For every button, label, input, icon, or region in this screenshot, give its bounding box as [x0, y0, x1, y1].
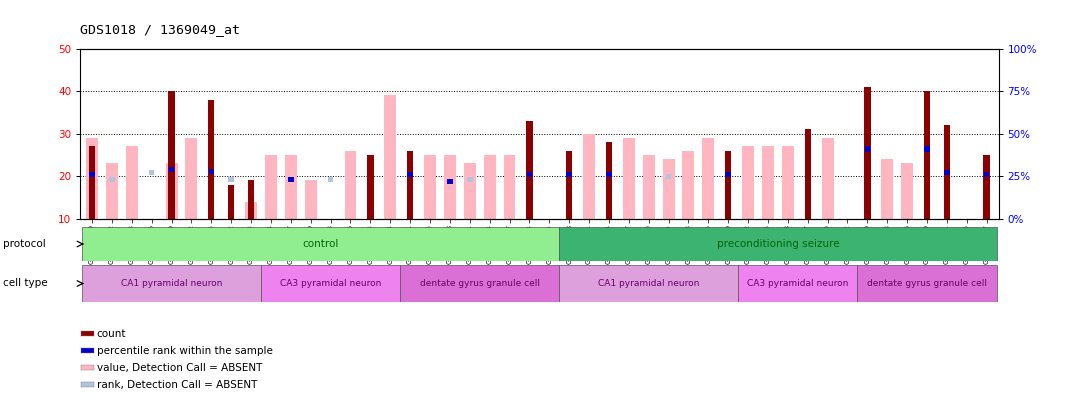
Bar [725, 151, 732, 219]
Bar [662, 159, 675, 219]
Bar [384, 96, 396, 219]
Bar [805, 179, 811, 184]
Text: value, Detection Call = ABSENT: value, Detection Call = ABSENT [96, 363, 262, 373]
Bar [407, 172, 413, 177]
Bar [566, 151, 572, 219]
Text: rank, Detection Call = ABSENT: rank, Detection Call = ABSENT [96, 380, 257, 390]
Bar [229, 177, 234, 182]
Bar [166, 163, 177, 219]
Bar [944, 170, 949, 175]
Bar [261, 265, 400, 302]
Bar [444, 155, 456, 219]
Text: CA1 pyramidal neuron: CA1 pyramidal neuron [121, 279, 222, 288]
Bar [328, 177, 333, 182]
Bar [682, 151, 694, 219]
Bar [169, 91, 175, 219]
Text: cell type: cell type [3, 279, 48, 288]
Bar [527, 172, 532, 177]
Bar [227, 185, 234, 219]
Bar [924, 91, 930, 219]
Bar [821, 138, 833, 219]
Bar [400, 265, 560, 302]
Text: dentate gyrus granule cell: dentate gyrus granule cell [420, 279, 539, 288]
Bar [89, 147, 95, 219]
Text: CA3 pyramidal neuron: CA3 pyramidal neuron [280, 279, 381, 288]
Bar [87, 138, 98, 219]
Text: CA3 pyramidal neuron: CA3 pyramidal neuron [748, 279, 848, 288]
Bar [345, 151, 357, 219]
Bar [858, 265, 996, 302]
Bar [304, 181, 317, 219]
Bar [804, 130, 811, 219]
Bar [367, 172, 373, 177]
Text: control: control [302, 239, 339, 249]
Text: percentile rank within the sample: percentile rank within the sample [96, 346, 272, 356]
Bar [265, 155, 277, 219]
Bar [367, 155, 374, 219]
Bar [208, 100, 215, 219]
Bar [503, 155, 516, 219]
Bar [761, 147, 774, 219]
Bar [944, 125, 951, 219]
Bar [643, 155, 655, 219]
Text: CA1 pyramidal neuron: CA1 pyramidal neuron [598, 279, 700, 288]
Bar [560, 265, 738, 302]
Bar [208, 168, 214, 174]
Text: protocol: protocol [3, 239, 46, 249]
Bar [148, 170, 155, 175]
Text: GDS1018 / 1369049_at: GDS1018 / 1369049_at [80, 23, 240, 36]
Bar [464, 163, 475, 219]
Bar [901, 163, 913, 219]
Bar [984, 155, 990, 219]
Bar [248, 181, 254, 219]
Bar [606, 142, 612, 219]
Bar [106, 163, 117, 219]
Bar [924, 146, 930, 151]
Bar [742, 147, 754, 219]
Bar [126, 147, 138, 219]
Bar [527, 121, 533, 219]
Bar [285, 155, 297, 219]
Bar [607, 172, 612, 177]
Bar [82, 265, 261, 302]
Bar [665, 174, 672, 179]
Bar [467, 177, 472, 182]
Bar [90, 172, 95, 177]
Bar [566, 172, 572, 177]
Bar [738, 265, 858, 302]
Text: preconditioning seizure: preconditioning seizure [717, 239, 839, 249]
Bar [864, 87, 870, 219]
Bar [583, 134, 595, 219]
Bar [560, 227, 996, 261]
Bar [82, 227, 560, 261]
Bar [984, 172, 989, 177]
Bar [246, 202, 257, 219]
Bar [484, 155, 496, 219]
Bar [782, 147, 794, 219]
Bar [881, 159, 893, 219]
Bar [865, 146, 870, 151]
Bar [725, 172, 731, 177]
Bar [288, 177, 294, 182]
Bar [703, 138, 714, 219]
Bar [447, 179, 453, 184]
Text: dentate gyrus granule cell: dentate gyrus granule cell [867, 279, 987, 288]
Bar [186, 138, 198, 219]
Bar [424, 155, 436, 219]
Bar [623, 138, 634, 219]
Bar [109, 177, 114, 182]
Bar [407, 151, 413, 219]
Text: count: count [96, 329, 126, 339]
Bar [169, 167, 174, 172]
